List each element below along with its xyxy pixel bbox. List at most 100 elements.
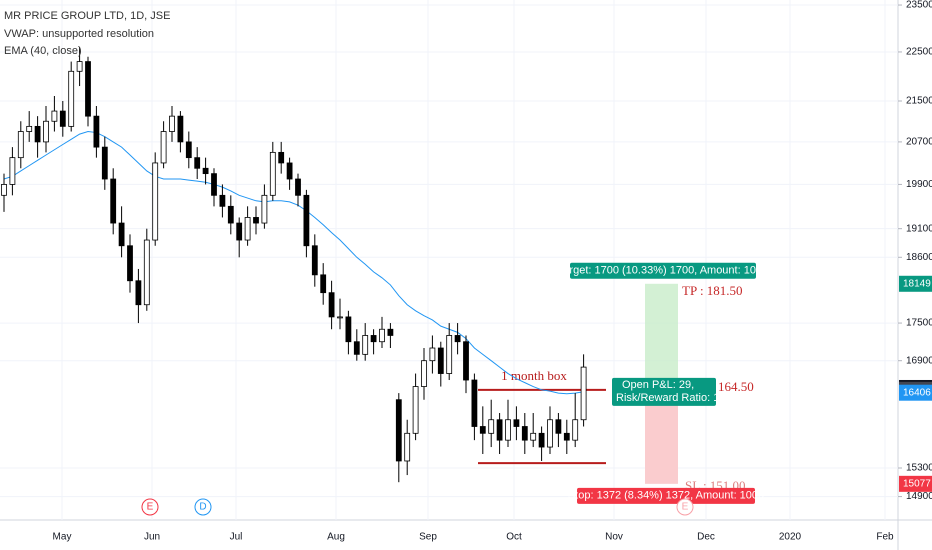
candle-body bbox=[185, 141, 192, 159]
pnl-label: Open P&L: 29, bbox=[622, 379, 694, 391]
candle-body bbox=[152, 162, 159, 241]
candle-body bbox=[353, 341, 360, 355]
x-tick-label: Sep bbox=[419, 532, 437, 543]
symbol-title: MR PRICE GROUP LTD, 1D, JSE bbox=[4, 10, 170, 22]
y-tick-label: 20700 bbox=[906, 137, 932, 148]
candle-body bbox=[479, 426, 486, 434]
candle-body bbox=[404, 432, 411, 462]
price-tag bbox=[899, 275, 932, 292]
candle-body bbox=[521, 426, 528, 441]
candle-body bbox=[547, 419, 553, 448]
target-label: Target: 1700 (10.33%) 1700, Amount: 1000 bbox=[558, 265, 768, 277]
candle-body bbox=[17, 131, 24, 159]
candle-body bbox=[345, 316, 352, 343]
candle-body bbox=[76, 61, 83, 72]
candle-body bbox=[93, 115, 100, 148]
candle-body bbox=[143, 239, 150, 306]
candle-body bbox=[471, 379, 478, 427]
y-tick-label: 19900 bbox=[906, 179, 932, 190]
candle-body bbox=[269, 151, 276, 196]
x-tick-label: Jun bbox=[144, 532, 160, 543]
candle-body bbox=[9, 157, 16, 185]
candle-body bbox=[572, 419, 579, 441]
candle-body bbox=[101, 146, 108, 180]
candle-body bbox=[51, 110, 58, 122]
candle-body bbox=[437, 347, 444, 374]
candle-body bbox=[85, 61, 91, 117]
candle-body bbox=[488, 419, 495, 434]
candle-body bbox=[118, 222, 125, 247]
candle-body bbox=[110, 178, 117, 224]
y-tick-label: 21500 bbox=[906, 96, 932, 107]
candle-body bbox=[211, 173, 217, 196]
price-tag bbox=[899, 475, 932, 492]
candle-body bbox=[337, 316, 343, 319]
y-tick-label: 23500 bbox=[906, 0, 932, 11]
candle-body bbox=[463, 341, 469, 381]
event-label: E bbox=[147, 502, 154, 513]
candle-body bbox=[421, 360, 427, 387]
rr-label: Risk/Reward Ratio: 1.24 bbox=[616, 392, 735, 404]
candle-body bbox=[446, 335, 453, 374]
candle-body bbox=[59, 110, 66, 127]
x-tick-label: Dec bbox=[697, 532, 715, 543]
candle-body bbox=[295, 178, 301, 196]
tp-label: TP : 181.50 bbox=[682, 283, 743, 298]
candle-body bbox=[379, 328, 385, 343]
candle-body bbox=[278, 151, 285, 164]
y-tick-label: 17500 bbox=[906, 318, 932, 329]
candle-body bbox=[227, 205, 234, 224]
candle-body bbox=[362, 335, 369, 355]
candle-body bbox=[311, 245, 318, 276]
x-tick-label: Jul bbox=[230, 532, 243, 543]
candle-body bbox=[454, 335, 461, 343]
candle-body bbox=[429, 347, 436, 362]
ema-line bbox=[3, 131, 584, 395]
event-marker bbox=[676, 498, 694, 516]
indicator-label: VWAP: unsupported resolution bbox=[4, 28, 154, 40]
y-tick-label: 22500 bbox=[906, 47, 932, 58]
candle-body bbox=[43, 120, 49, 143]
candle-body bbox=[513, 419, 520, 427]
candle-body bbox=[244, 217, 251, 241]
x-tick-label: Aug bbox=[327, 532, 345, 543]
candle-body bbox=[127, 245, 133, 282]
candle-body bbox=[261, 194, 268, 224]
candle-body bbox=[530, 432, 537, 441]
price-tag-label: 16406 bbox=[903, 387, 931, 398]
candle-body bbox=[395, 399, 402, 462]
y-tick-label: 14900 bbox=[906, 491, 932, 502]
y-tick-label: 18600 bbox=[906, 252, 932, 263]
candle-body bbox=[555, 419, 562, 434]
event-marker bbox=[194, 498, 212, 516]
candle-body bbox=[202, 167, 209, 175]
candle-body bbox=[34, 125, 41, 143]
event-marker bbox=[141, 498, 159, 516]
price-tag bbox=[899, 384, 932, 401]
stop-label-bg bbox=[577, 487, 755, 504]
candle-body bbox=[68, 70, 75, 127]
indicator-label: EMA (40, close) bbox=[4, 45, 82, 57]
candle-body bbox=[160, 131, 167, 164]
candle-body bbox=[1, 184, 7, 196]
y-tick-label: 16900 bbox=[906, 355, 932, 366]
candle-body bbox=[177, 115, 184, 143]
entry-label: 164.50 bbox=[718, 379, 754, 394]
candle-body bbox=[169, 115, 175, 132]
x-tick-label: Oct bbox=[506, 532, 522, 543]
stop-label: Stop: 1372 (8.34%) 1372, Amount: 1000 bbox=[568, 490, 764, 502]
pnl-bg bbox=[612, 377, 716, 406]
candle-body bbox=[135, 280, 142, 306]
candle-body bbox=[412, 386, 419, 434]
x-tick-label: Feb bbox=[876, 532, 894, 543]
candle-body bbox=[563, 432, 570, 441]
candle-body bbox=[303, 194, 310, 247]
candle-body bbox=[219, 194, 226, 207]
candle-body bbox=[236, 222, 243, 241]
event-label: D bbox=[199, 502, 206, 513]
y-tick-label: 19100 bbox=[906, 223, 932, 234]
candle-body bbox=[320, 274, 327, 294]
